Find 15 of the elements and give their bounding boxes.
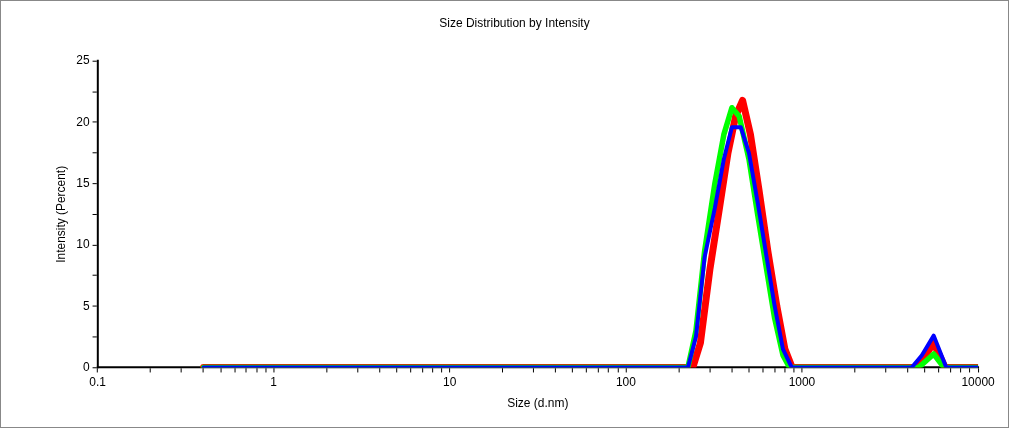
- y-tick-label: 10: [76, 237, 90, 252]
- y-tick-label: 15: [76, 175, 90, 190]
- x-tick-label: 1: [270, 374, 278, 389]
- y-tick-label: 25: [76, 53, 90, 68]
- y-tick-label: 0: [82, 359, 90, 374]
- y-axis-title: Intensity (Percent): [54, 165, 69, 263]
- x-tick-label: 10000: [961, 374, 996, 389]
- y-tick-label: 5: [82, 298, 90, 313]
- x-tick-label: 100: [615, 374, 637, 389]
- y-tick-label: 20: [76, 114, 90, 129]
- chart-title: Size Distribution by Intensity: [439, 16, 590, 31]
- x-tick-label: 0.1: [89, 374, 107, 389]
- x-tick-label: 1000: [788, 374, 816, 389]
- x-axis-title: Size (d.nm): [507, 396, 569, 411]
- x-tick-label: 10: [443, 374, 457, 389]
